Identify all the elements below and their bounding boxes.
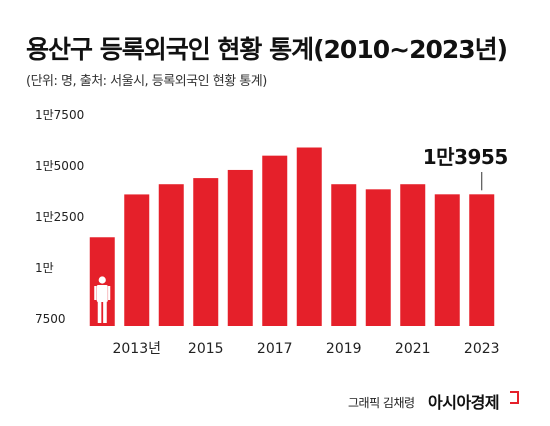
bar bbox=[331, 184, 357, 326]
bar bbox=[365, 189, 391, 326]
y-tick-label: 7500 bbox=[35, 312, 66, 326]
x-tick-label: 2015 bbox=[188, 341, 224, 357]
x-axis-ticks: 2013년 2015 2017 2019 2021 2023 bbox=[112, 341, 499, 357]
x-tick-label: 2017 bbox=[257, 341, 293, 357]
chart-subtitle: (단위: 명, 출처: 서울시, 등록외국인 현황 통계) bbox=[26, 74, 267, 89]
bar bbox=[469, 194, 495, 326]
bars bbox=[89, 147, 495, 326]
chart-title: 용산구 등록외국인 현황 통계(2010~2023년) bbox=[26, 35, 508, 64]
bar bbox=[400, 184, 426, 326]
bar bbox=[434, 194, 460, 326]
graphic-credit: 그래픽 김채령 bbox=[348, 396, 415, 410]
person-icon bbox=[94, 276, 111, 323]
callout-value-label: 1만3955 bbox=[423, 145, 508, 169]
bar bbox=[262, 155, 288, 326]
bar bbox=[193, 178, 219, 326]
y-tick-label: 1만5000 bbox=[35, 159, 84, 173]
brand-mark-icon bbox=[510, 391, 519, 404]
value-callout: 1만3955 bbox=[423, 145, 508, 191]
x-tick-label: 2019 bbox=[326, 341, 362, 357]
x-tick-label: 2013년 bbox=[112, 341, 161, 357]
y-tick-label: 1만2500 bbox=[35, 210, 84, 224]
bar bbox=[296, 147, 322, 326]
x-tick-label: 2021 bbox=[395, 341, 431, 357]
y-tick-label: 1만7500 bbox=[35, 108, 84, 122]
x-tick-label: 2023 bbox=[464, 341, 500, 357]
bar bbox=[227, 169, 253, 326]
y-tick-label: 1만 bbox=[35, 261, 54, 275]
bar bbox=[124, 194, 150, 326]
bar bbox=[158, 184, 184, 326]
brand-logo: 아시아경제 bbox=[428, 393, 500, 412]
